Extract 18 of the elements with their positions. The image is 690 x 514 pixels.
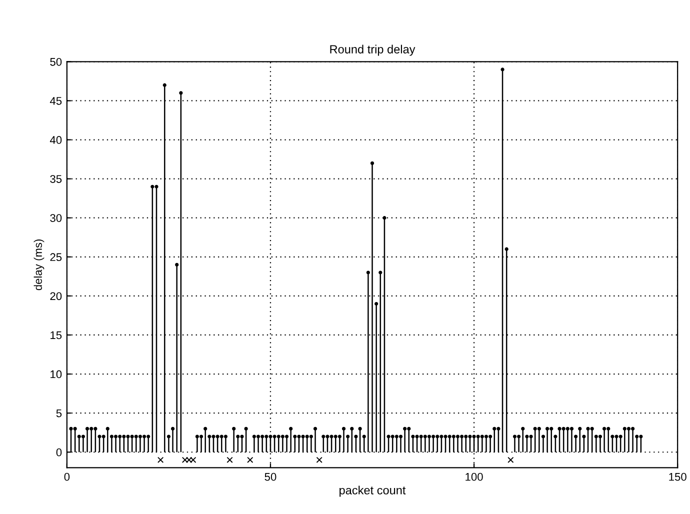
y-tick-label: 25 (50, 253, 62, 262)
y-tick-label: 35 (50, 175, 62, 183)
y-tick-label: 45 (50, 97, 62, 105)
y-tick-label: 0 (56, 448, 62, 456)
chart-title: Round trip delay (330, 44, 416, 56)
y-tick-label: 15 (50, 331, 62, 340)
y-tick-label: 10 (50, 370, 62, 378)
y-tick-label: 50 (50, 58, 62, 66)
y-axis-title: delay (ms) (34, 239, 44, 290)
x-tick-label: 0 (64, 472, 70, 481)
y-tick-label: 30 (50, 214, 62, 222)
y-tick-label: 5 (56, 409, 62, 418)
x-axis-title: packet count (340, 486, 406, 497)
x-tick-label: 150 (669, 472, 686, 481)
y-tick-label: 40 (50, 136, 62, 144)
x-tick-label: 100 (466, 472, 483, 481)
x-tick-label: 50 (264, 472, 276, 481)
y-tick-label: 20 (50, 292, 62, 300)
